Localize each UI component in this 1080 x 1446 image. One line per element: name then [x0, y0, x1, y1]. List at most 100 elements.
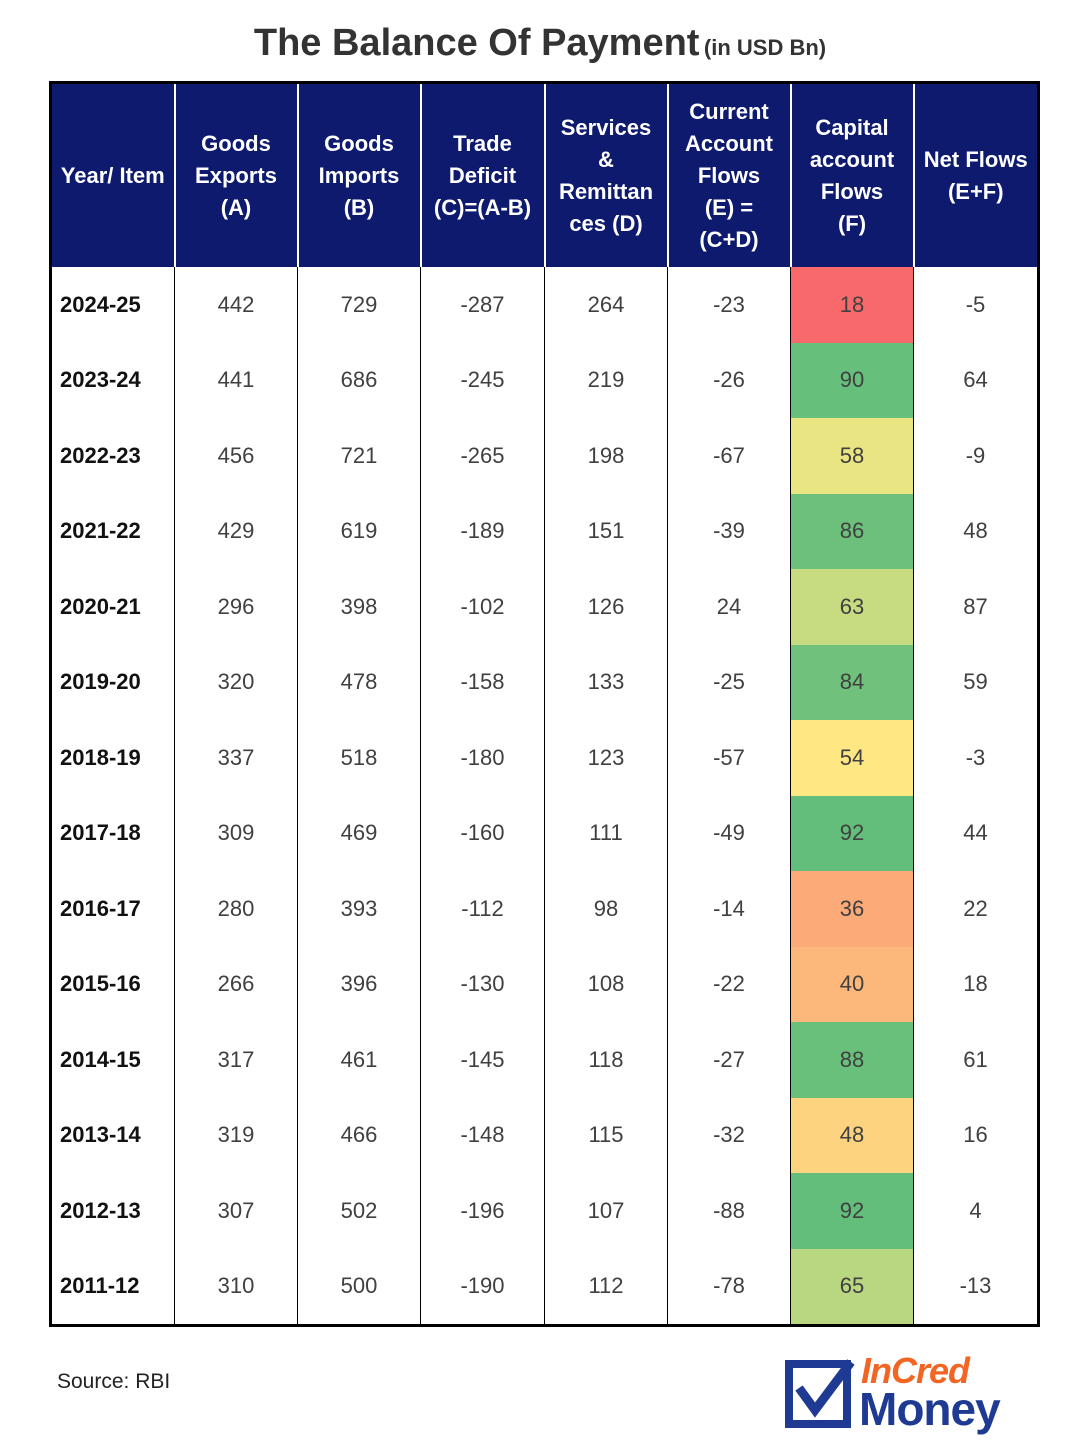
data-cell: 619 [297, 493, 421, 569]
page-title: The Balance Of Payment (in USD Bn) [0, 22, 1080, 65]
row-year-cell: 2011-12 [50, 1248, 175, 1326]
row-year-cell: 2016-17 [50, 871, 175, 947]
data-cell: -196 [420, 1173, 545, 1249]
incred-money-logo: InCred Money [785, 1350, 1025, 1435]
data-cell: 264 [544, 267, 668, 343]
data-cell: 126 [544, 569, 668, 645]
table-row: 2014-15 317 461 -145 118 -27 88 61 [50, 1022, 1039, 1098]
data-cell: -180 [420, 720, 545, 796]
data-cell: 36 [790, 871, 914, 947]
data-cell: 398 [297, 569, 421, 645]
row-year-cell: 2019-20 [50, 644, 175, 720]
data-cell: 393 [297, 871, 421, 947]
table-row: 2023-24 441 686 -245 219 -26 90 64 [50, 342, 1039, 418]
data-cell: 441 [174, 342, 298, 418]
column-header-5: Current Account Flows (E) = (C+D) [667, 82, 792, 267]
data-cell: 320 [174, 644, 298, 720]
data-cell: 317 [174, 1022, 298, 1098]
data-cell: -112 [420, 871, 545, 947]
data-cell: 219 [544, 342, 668, 418]
data-cell: -160 [420, 795, 545, 871]
row-year-cell: 2013-14 [50, 1097, 175, 1173]
column-header-0: Year/ Item [50, 82, 176, 267]
data-cell: 396 [297, 946, 421, 1022]
header-row: Year/ Item Goods Exports (A) Goods Imports… [50, 82, 1039, 267]
data-cell: 61 [963, 1046, 988, 1072]
data-cell: 686 [297, 342, 421, 418]
column-header-2: Goods Imports (B) [297, 82, 422, 267]
table-row: 2015-16 266 396 -130 108 -22 40 18 [50, 946, 1039, 1022]
column-header-4: Services & Remittan ces (D) [544, 82, 669, 267]
data-cell: 469 [297, 795, 421, 871]
data-cell: 337 [174, 720, 298, 796]
data-cell: 87 [963, 593, 988, 619]
data-cell: -27 [667, 1022, 791, 1098]
row-year-cell: 2017-18 [50, 795, 175, 871]
row-year-cell: 2014-15 [50, 1022, 175, 1098]
data-cell: -57 [667, 720, 791, 796]
table-row: 2021-22 429 619 -189 151 -39 86 48 [50, 493, 1039, 569]
title-main: The Balance Of Payment [253, 22, 700, 64]
data-cell: 729 [297, 267, 421, 343]
row-year-cell: 2015-16 [50, 946, 175, 1022]
data-cell: -49 [667, 795, 791, 871]
row-year-cell: 2021-22 [50, 493, 175, 569]
data-cell: 442 [174, 267, 298, 343]
balance-of-payment-table: Year/ Item Goods Exports (A) Goods Imports… [49, 81, 1040, 1327]
data-cell: 502 [297, 1173, 421, 1249]
data-cell: -145 [420, 1022, 545, 1098]
data-cell: 84 [790, 644, 914, 720]
data-cell: -245 [420, 342, 545, 418]
data-cell: 64 [963, 367, 988, 393]
data-cell: 500 [297, 1248, 421, 1326]
data-cell: 48 [790, 1097, 914, 1173]
data-cell: -130 [420, 946, 545, 1022]
column-header-3: Trade Deficit (C)=(A-B) [420, 82, 546, 267]
data-cell: 118 [544, 1022, 668, 1098]
data-cell: -78 [667, 1248, 791, 1326]
data-cell: 54 [790, 720, 914, 796]
data-cell: 92 [790, 1173, 914, 1249]
data-cell: 296 [174, 569, 298, 645]
table-row: 2018-19 337 518 -180 123 -57 54 -3 [50, 720, 1039, 796]
data-cell: 44 [963, 820, 988, 846]
data-cell: -22 [667, 946, 791, 1022]
data-cell: 58 [790, 418, 914, 494]
data-cell: 18 [790, 267, 914, 343]
data-cell: -287 [420, 267, 545, 343]
data-cell: 112 [544, 1248, 668, 1326]
data-cell: 478 [297, 644, 421, 720]
source-note: Source: RBI [57, 1370, 171, 1393]
data-cell: -13 [959, 1273, 992, 1299]
data-cell: -148 [420, 1097, 545, 1173]
data-cell: -39 [667, 493, 791, 569]
data-cell: 518 [297, 720, 421, 796]
table-row: 2017-18 309 469 -160 111 -49 92 44 [50, 795, 1039, 871]
column-header-1: Goods Exports (A) [174, 82, 299, 267]
data-cell: 24 [667, 569, 791, 645]
data-cell: 48 [963, 518, 988, 544]
data-cell: 63 [790, 569, 914, 645]
data-cell: 115 [544, 1097, 668, 1173]
data-cell: -32 [667, 1097, 791, 1173]
data-cell: -102 [420, 569, 545, 645]
data-cell: 280 [174, 871, 298, 947]
table-row: 2016-17 280 393 -112 98 -14 36 22 [50, 871, 1039, 947]
data-cell: 59 [963, 669, 988, 695]
data-cell: -25 [667, 644, 791, 720]
data-cell: 98 [544, 871, 668, 947]
data-cell: 107 [544, 1173, 668, 1249]
data-cell: 133 [544, 644, 668, 720]
data-cell: -158 [420, 644, 545, 720]
data-cell: 92 [790, 795, 914, 871]
data-cell: 307 [174, 1173, 298, 1249]
data-cell: 108 [544, 946, 668, 1022]
data-cell: -3 [965, 744, 986, 770]
data-cell: 111 [544, 795, 668, 871]
data-cell: 309 [174, 795, 298, 871]
logo-text-incred: InCred [861, 1350, 970, 1391]
data-cell: -190 [420, 1248, 545, 1326]
table-row: 2024-25 442 729 -287 264 -23 18 -5 [50, 267, 1039, 343]
table-row: 2022-23 456 721 -265 198 -67 58 -9 [50, 418, 1039, 494]
data-cell: -88 [667, 1173, 791, 1249]
